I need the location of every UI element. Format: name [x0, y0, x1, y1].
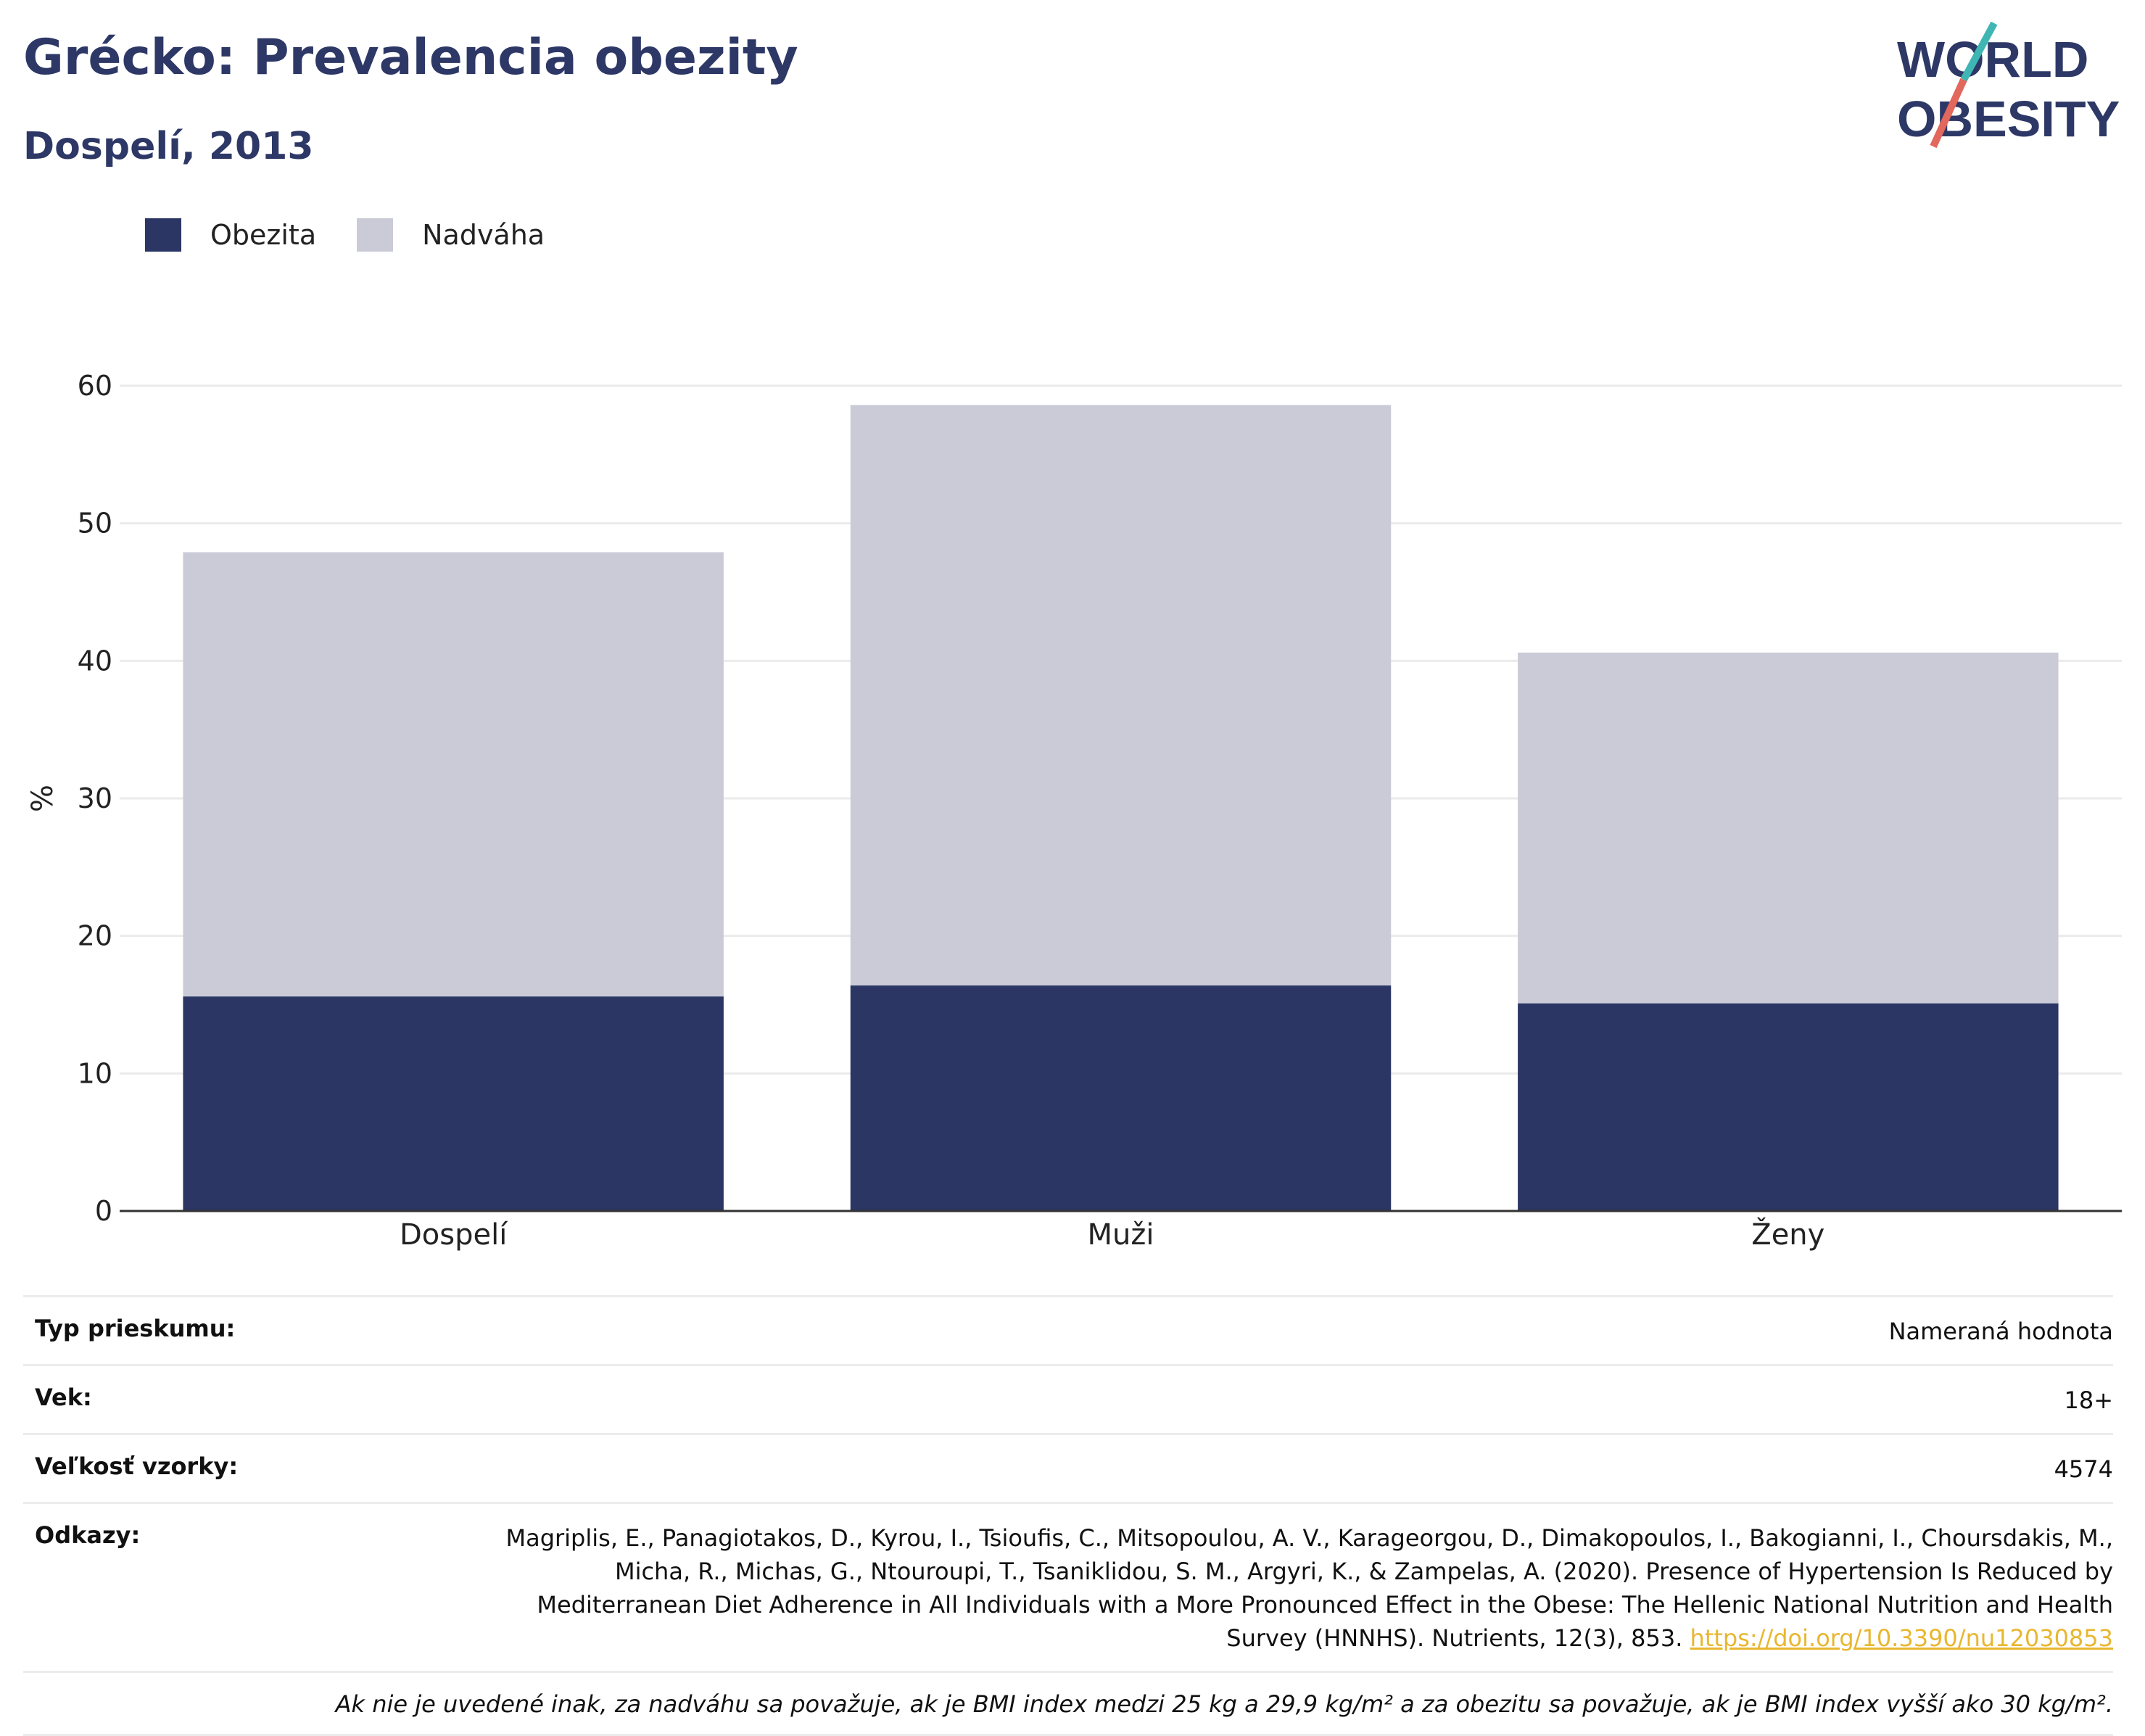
y-tick-label: 10	[78, 1057, 112, 1089]
svg-text:WORLD: WORLD	[1897, 31, 2088, 88]
sample-size-value: 4574	[412, 1433, 2113, 1503]
svg-text:OBESITY: OBESITY	[1897, 91, 2120, 147]
note-row: Ak nie je uvedené inak, za nadváhu sa po…	[23, 1671, 2113, 1736]
bar-obesity	[1518, 1003, 2059, 1211]
sample-size-label: Veľkosť vzorky:	[23, 1433, 412, 1503]
y-tick-label: 30	[78, 782, 112, 814]
age-label: Vek:	[23, 1364, 412, 1434]
x-tick-label: Ženy	[1751, 1217, 1824, 1252]
bar-overweight	[850, 405, 1392, 985]
age-row: Vek: 18+	[23, 1364, 2113, 1434]
references-label: Odkazy:	[23, 1502, 412, 1672]
references-line-1: Magriplis, E., Panagiotakos, D., Kyrou, …	[505, 1524, 2113, 1552]
world-obesity-logo: WORLD OBESITY	[1897, 22, 2120, 149]
survey-type-value: Nameraná hodnota	[412, 1295, 2113, 1365]
bar-overweight	[1518, 652, 2059, 1004]
bar-overweight	[183, 552, 724, 997]
references-row: Odkazy: Magriplis, E., Panagiotakos, D.,…	[23, 1502, 2113, 1672]
legend-item-overweight: Nadváha	[357, 218, 545, 252]
y-tick-label: 40	[78, 645, 112, 677]
y-axis-label: %	[26, 785, 59, 812]
survey-type-row: Typ prieskumu: Nameraná hodnota	[23, 1295, 2113, 1365]
survey-type-label: Typ prieskumu:	[23, 1295, 412, 1365]
x-tick-label: Muži	[1088, 1218, 1154, 1252]
bar-obesity	[850, 985, 1392, 1211]
sample-size-row: Veľkosť vzorky: 4574	[23, 1433, 2113, 1503]
references-line-4: Survey (HNNHS). Nutrients, 12(3), 853.	[1226, 1624, 1690, 1652]
doi-link[interactable]: https://doi.org/10.3390/nu12030853	[1690, 1624, 2113, 1652]
x-tick-label: Dospelí	[400, 1218, 508, 1252]
y-tick-label: 60	[78, 370, 112, 402]
legend-swatch-obesity	[145, 218, 181, 252]
legend-label-obesity: Obezita	[210, 219, 317, 251]
legend-swatch-overweight	[357, 218, 394, 252]
legend: Obezita Nadváha	[145, 215, 585, 255]
y-tick-label: 0	[95, 1195, 112, 1227]
bmi-note: Ak nie je uvedené inak, za nadváhu sa po…	[23, 1671, 2113, 1736]
bar-obesity	[183, 996, 724, 1211]
survey-info-table: Typ prieskumu: Nameraná hodnota Vek: 18+…	[23, 1295, 2113, 1736]
references-line-2: Micha, R., Michas, G., Ntouroupi, T., Ts…	[614, 1558, 2113, 1585]
age-value: 18+	[412, 1364, 2113, 1434]
bar-chart: 0 10 20 30 40 50 60% Dospelí Muži Ženy	[26, 370, 2122, 1252]
legend-item-obesity: Obezita	[145, 218, 316, 252]
references-line-3: Mediterranean Diet Adherence in All Indi…	[537, 1591, 2113, 1619]
references-text: Magriplis, E., Panagiotakos, D., Kyrou, …	[412, 1502, 2113, 1672]
y-tick-label: 20	[78, 920, 112, 952]
chart-subtitle: Dospelí, 2013	[23, 125, 314, 168]
legend-label-overweight: Nadváha	[422, 219, 545, 251]
y-tick-label: 50	[78, 508, 112, 540]
chart-title: Grécko: Prevalencia obezity	[23, 29, 798, 86]
